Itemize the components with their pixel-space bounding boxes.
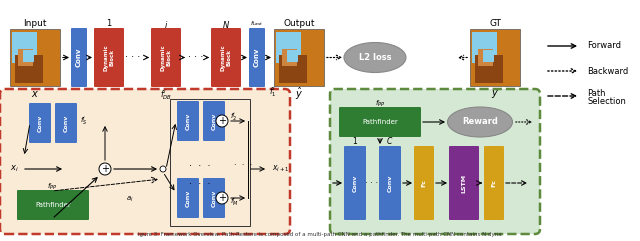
Text: Forward: Forward bbox=[587, 41, 621, 51]
Text: 1: 1 bbox=[353, 136, 357, 146]
FancyBboxPatch shape bbox=[29, 103, 51, 143]
Circle shape bbox=[216, 192, 228, 204]
Bar bbox=[22, 49, 33, 62]
Bar bbox=[10, 29, 60, 86]
Text: Conv: Conv bbox=[211, 189, 216, 207]
Text: GT: GT bbox=[489, 19, 501, 27]
FancyBboxPatch shape bbox=[379, 146, 401, 220]
FancyBboxPatch shape bbox=[249, 28, 265, 87]
Text: Conv: Conv bbox=[353, 174, 358, 192]
Text: Pathfinder: Pathfinder bbox=[362, 119, 398, 125]
FancyBboxPatch shape bbox=[211, 28, 241, 87]
FancyBboxPatch shape bbox=[177, 101, 199, 141]
Text: $x_{i+1}$: $x_{i+1}$ bbox=[272, 164, 290, 174]
Text: $f_S^i$: $f_S^i$ bbox=[80, 114, 88, 128]
Text: Conv: Conv bbox=[63, 114, 68, 132]
Text: $N$: $N$ bbox=[222, 19, 230, 29]
Circle shape bbox=[160, 166, 166, 172]
Ellipse shape bbox=[447, 107, 513, 137]
Text: +: + bbox=[218, 116, 226, 126]
Text: Conv: Conv bbox=[387, 174, 392, 192]
Text: $x_i$: $x_i$ bbox=[10, 164, 19, 174]
Bar bbox=[274, 29, 324, 86]
Text: $f_{Last}$: $f_{Last}$ bbox=[250, 20, 264, 28]
Text: Reward: Reward bbox=[462, 118, 498, 127]
Text: $a_i$: $a_i$ bbox=[126, 194, 134, 204]
FancyBboxPatch shape bbox=[449, 146, 479, 220]
Text: ·  ·  ·: · · · bbox=[189, 161, 211, 171]
FancyBboxPatch shape bbox=[151, 28, 181, 87]
Bar bbox=[276, 32, 301, 63]
Text: Conv: Conv bbox=[38, 114, 42, 132]
Text: $f_{PP}$: $f_{PP}$ bbox=[47, 182, 57, 192]
Bar bbox=[470, 29, 520, 86]
Circle shape bbox=[216, 115, 228, 127]
Text: Dynamic
Block: Dynamic Block bbox=[221, 44, 232, 71]
FancyBboxPatch shape bbox=[344, 146, 366, 220]
Text: Conv: Conv bbox=[76, 48, 82, 67]
Text: $f_{DB}^{i}$: $f_{DB}^{i}$ bbox=[160, 87, 172, 102]
FancyBboxPatch shape bbox=[330, 89, 540, 234]
Text: ·  ·  ·: · · · bbox=[234, 161, 252, 170]
Text: igure 3. Framework Overview. Path-Restore is composed of a multi-path CNN and a : igure 3. Framework Overview. Path-Restor… bbox=[138, 232, 502, 237]
FancyBboxPatch shape bbox=[0, 89, 290, 234]
Text: Conv: Conv bbox=[186, 112, 191, 130]
Text: Conv: Conv bbox=[186, 189, 191, 207]
Text: Fc: Fc bbox=[422, 179, 426, 187]
Text: $i$: $i$ bbox=[164, 19, 168, 29]
Text: $f_M^i$: $f_M^i$ bbox=[230, 195, 239, 209]
Text: · · ·: · · · bbox=[125, 53, 141, 62]
Text: +: + bbox=[101, 164, 109, 174]
Text: +: + bbox=[218, 193, 226, 203]
Text: $f_1^i$: $f_1^i$ bbox=[269, 85, 277, 100]
Bar bbox=[472, 32, 497, 63]
Text: LSTM: LSTM bbox=[461, 174, 467, 193]
FancyBboxPatch shape bbox=[414, 146, 434, 220]
Bar bbox=[475, 55, 502, 83]
Text: $f_{PP}$: $f_{PP}$ bbox=[375, 99, 385, 109]
FancyBboxPatch shape bbox=[484, 146, 504, 220]
Text: · · ·: · · · bbox=[365, 179, 379, 187]
Text: Pathfinder: Pathfinder bbox=[35, 202, 71, 208]
Bar bbox=[15, 55, 42, 83]
Text: Conv: Conv bbox=[211, 112, 216, 130]
Text: $x$: $x$ bbox=[31, 89, 39, 99]
Text: Path: Path bbox=[587, 88, 605, 98]
FancyBboxPatch shape bbox=[203, 101, 225, 141]
Text: · · ·: · · · bbox=[188, 53, 204, 62]
FancyBboxPatch shape bbox=[17, 190, 89, 220]
Bar bbox=[483, 49, 493, 62]
Bar bbox=[282, 49, 296, 66]
Text: Selection: Selection bbox=[587, 96, 626, 106]
Bar bbox=[17, 49, 33, 66]
Text: $y$: $y$ bbox=[491, 88, 499, 100]
FancyBboxPatch shape bbox=[94, 28, 124, 87]
Text: $C$: $C$ bbox=[387, 135, 394, 147]
Text: Dynamic
Block: Dynamic Block bbox=[104, 44, 115, 71]
FancyBboxPatch shape bbox=[177, 178, 199, 218]
FancyBboxPatch shape bbox=[71, 28, 87, 87]
Text: Dynamic
Block: Dynamic Block bbox=[161, 44, 172, 71]
FancyBboxPatch shape bbox=[55, 103, 77, 143]
Text: ·  ·  ·: · · · bbox=[189, 179, 211, 189]
FancyBboxPatch shape bbox=[203, 178, 225, 218]
Text: L2 loss: L2 loss bbox=[359, 53, 391, 62]
FancyBboxPatch shape bbox=[339, 107, 421, 137]
Bar bbox=[287, 49, 298, 62]
Text: 1: 1 bbox=[106, 20, 111, 28]
Circle shape bbox=[99, 163, 111, 175]
Text: $\hat{y}$: $\hat{y}$ bbox=[295, 86, 303, 102]
Text: Backward: Backward bbox=[587, 67, 628, 75]
Bar bbox=[477, 49, 493, 66]
Text: Fc: Fc bbox=[492, 179, 497, 187]
Ellipse shape bbox=[344, 42, 406, 73]
Text: $f_2^i$: $f_2^i$ bbox=[230, 110, 237, 124]
Text: Output: Output bbox=[284, 19, 315, 27]
Bar bbox=[12, 32, 37, 63]
Text: Input: Input bbox=[23, 19, 47, 27]
Bar bbox=[279, 55, 307, 83]
Text: Conv: Conv bbox=[254, 48, 260, 67]
